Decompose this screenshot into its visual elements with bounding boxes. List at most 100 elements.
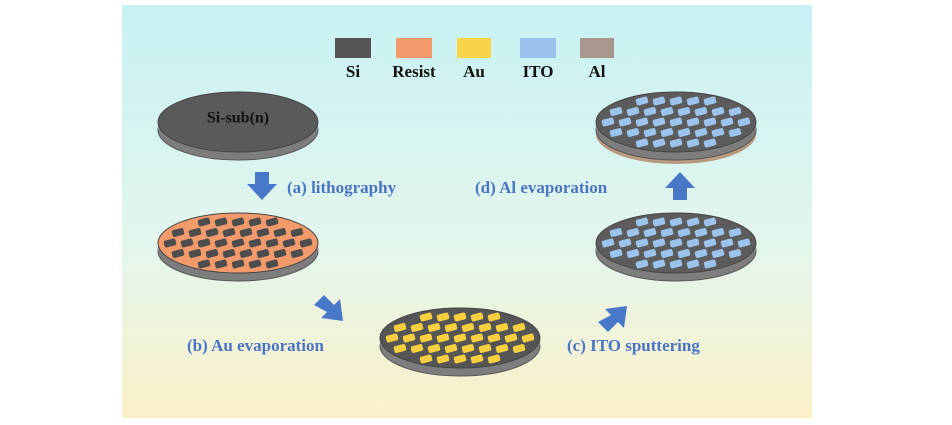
pad: [652, 96, 666, 106]
pad: [652, 117, 666, 127]
swatch-ito: [520, 38, 556, 58]
pad: [728, 228, 742, 237]
pad: [643, 249, 657, 258]
pad: [231, 217, 245, 227]
pad: [197, 238, 211, 248]
pad: [393, 344, 407, 353]
pad: [222, 228, 236, 237]
pad: [453, 333, 467, 343]
legend: Si Resist Au ITO Al: [335, 38, 614, 81]
pad: [419, 354, 433, 364]
arrow-diag: [598, 306, 627, 332]
pad: [436, 354, 450, 364]
pad: [188, 249, 202, 258]
pad: [265, 238, 279, 248]
pad: [703, 117, 717, 127]
pad: [686, 96, 700, 106]
pad: [256, 249, 270, 258]
wafer-label: Si-sub(n): [207, 110, 269, 127]
pad: [703, 238, 717, 248]
pad: [711, 107, 725, 116]
pad: [248, 238, 262, 248]
pad: [410, 323, 424, 332]
pad: [609, 249, 623, 258]
pad: [478, 344, 492, 353]
pad: [197, 259, 211, 269]
pad: [290, 249, 304, 258]
pad: [436, 312, 450, 322]
pad: [686, 138, 700, 148]
pad: [720, 117, 734, 127]
pad: [703, 217, 717, 227]
pad: [197, 217, 211, 227]
pad: [703, 96, 717, 106]
pad: [728, 249, 742, 258]
pad: [214, 238, 228, 248]
pad: [626, 228, 640, 237]
pad: [711, 228, 725, 237]
arrows: [247, 172, 695, 332]
pad: [205, 228, 219, 237]
pad: [618, 117, 632, 127]
step-label: (a) lithography: [287, 178, 397, 197]
pad: [453, 312, 467, 322]
pad: [737, 117, 751, 127]
arrow-diag: [314, 295, 343, 321]
pad: [728, 107, 742, 116]
pad: [461, 323, 475, 332]
pad: [686, 217, 700, 227]
pad: [248, 259, 262, 269]
pad: [669, 259, 683, 269]
pad: [660, 107, 674, 116]
pad: [290, 228, 304, 237]
pad: [495, 323, 509, 332]
swatch-au: [457, 38, 491, 58]
pad: [711, 249, 725, 258]
wafer-top: [157, 91, 319, 153]
step-label: (b) Au evaporation: [187, 336, 325, 355]
pad: [427, 323, 441, 332]
pad: [265, 259, 279, 269]
pad: [677, 128, 691, 137]
pad: [677, 249, 691, 258]
pad: [495, 344, 509, 353]
pad: [669, 238, 683, 248]
pad: [677, 228, 691, 237]
pad: [273, 228, 287, 237]
pad: [669, 117, 683, 127]
pad: [601, 117, 615, 127]
pad: [652, 217, 666, 227]
pad: [626, 249, 640, 258]
pad: [643, 228, 657, 237]
pad: [686, 238, 700, 248]
pad: [239, 228, 253, 237]
pad: [694, 228, 708, 237]
pad: [669, 217, 683, 227]
pad: [427, 344, 441, 353]
pad: [652, 238, 666, 248]
step-label: (d) Al evaporation: [475, 178, 608, 197]
pad: [660, 128, 674, 137]
pad: [453, 354, 467, 364]
pad: [419, 312, 433, 322]
legend-label: Si: [346, 62, 360, 81]
pad: [214, 259, 228, 269]
pad: [171, 228, 185, 237]
pad: [643, 128, 657, 137]
pad: [214, 217, 228, 227]
pad: [512, 323, 526, 332]
pad: [470, 333, 484, 343]
pad: [635, 238, 649, 248]
pad: [444, 344, 458, 353]
pad: [677, 107, 691, 116]
pad: [609, 107, 623, 116]
pad: [282, 238, 296, 248]
pad: [694, 128, 708, 137]
pad: [239, 249, 253, 258]
pad: [470, 312, 484, 322]
arrow-up: [665, 172, 695, 200]
pad: [703, 259, 717, 269]
pad: [626, 107, 640, 116]
legend-label: ITO: [523, 62, 554, 81]
